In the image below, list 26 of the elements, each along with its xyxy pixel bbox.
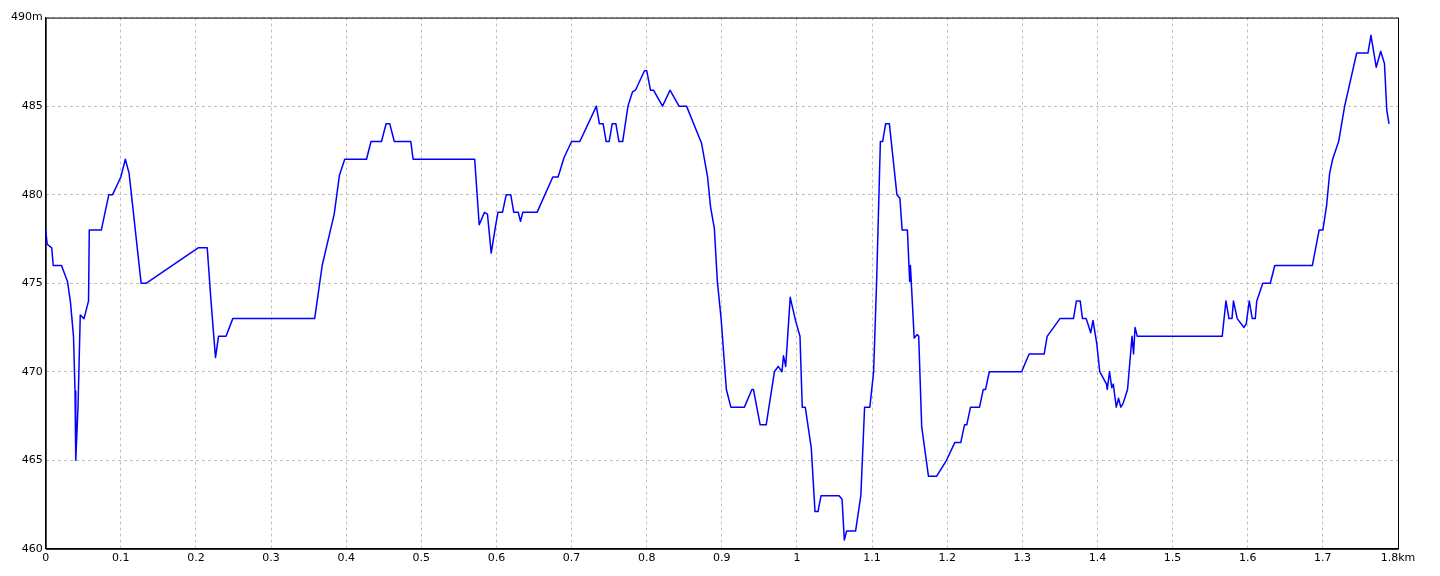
y-tick-label: 465 (21, 453, 43, 467)
y-tick-label: 475 (21, 276, 43, 290)
y-tick-label: 460 (21, 541, 43, 555)
y-tick-label: 485 (21, 98, 43, 112)
x-tick-label: 1.5 (1163, 551, 1182, 565)
y-tick-label: 470 (21, 364, 43, 378)
x-tick-label: 0.9 (713, 551, 731, 565)
x-tick-label: 0.7 (562, 551, 581, 565)
x-tick-label: 0.6 (487, 551, 506, 565)
x-tick-label: 1.8km (1380, 551, 1416, 565)
x-tick-label: 1.6 (1239, 551, 1257, 565)
x-tick-label: 1.3 (1013, 551, 1032, 565)
x-tick-label: 0.5 (412, 551, 431, 565)
y-tick-label: 490m (10, 10, 43, 24)
x-tick-label: 0 (42, 551, 50, 565)
x-tick-label: 1.4 (1088, 551, 1107, 565)
x-tick-label: 1 (793, 551, 801, 565)
x-tick-label: 1.7 (1314, 551, 1332, 565)
x-tick-label: 0.2 (187, 551, 205, 565)
x-tick-label: 0.3 (262, 551, 280, 565)
x-tick-label: 0.8 (637, 551, 656, 565)
x-tick-label: 0.1 (112, 551, 130, 565)
y-tick-label: 480 (21, 187, 43, 201)
x-tick-label: 1.1 (863, 551, 881, 565)
x-tick-label: 1.2 (938, 551, 956, 565)
x-tick-label: 0.4 (337, 551, 355, 565)
